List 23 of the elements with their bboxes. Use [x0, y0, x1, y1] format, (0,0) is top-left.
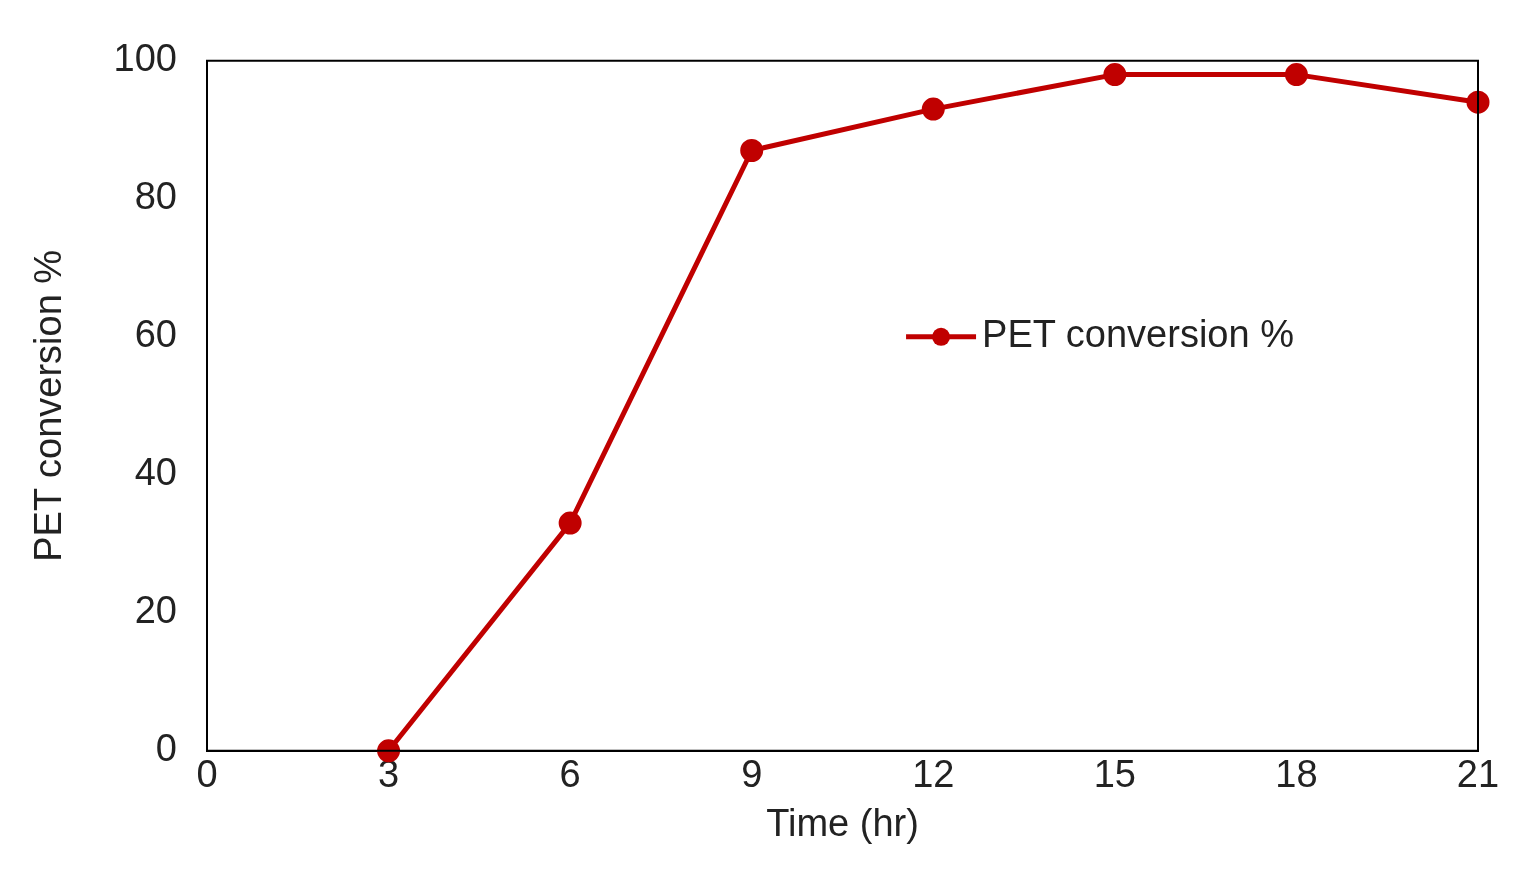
y-tick-label: 20 — [134, 589, 177, 632]
x-tick-label: 21 — [1456, 753, 1500, 796]
x-tick-label: 9 — [741, 753, 763, 796]
y-tick-label: 0 — [155, 727, 177, 770]
y-tick-label: 80 — [134, 175, 177, 218]
point — [740, 139, 764, 162]
x-tick-label: 6 — [559, 753, 581, 796]
y-tick-label: 60 — [134, 313, 177, 356]
y-tick-label: 100 — [113, 37, 177, 80]
point — [377, 739, 401, 763]
point — [921, 97, 945, 121]
x-tick-label: 0 — [196, 753, 218, 796]
point — [1284, 63, 1308, 87]
point — [1466, 90, 1490, 114]
point — [558, 511, 582, 535]
legend-label: PET conversion % — [982, 313, 1294, 356]
point — [1103, 63, 1127, 87]
x-tick-label: 12 — [912, 753, 955, 796]
x-tick-label: 15 — [1093, 753, 1136, 796]
x-tick-label: 18 — [1275, 753, 1318, 796]
x-axis-title: Time (hr) — [766, 801, 919, 844]
y-tick-label: 40 — [134, 451, 177, 494]
y-axis-title: PET conversion % — [27, 249, 70, 562]
